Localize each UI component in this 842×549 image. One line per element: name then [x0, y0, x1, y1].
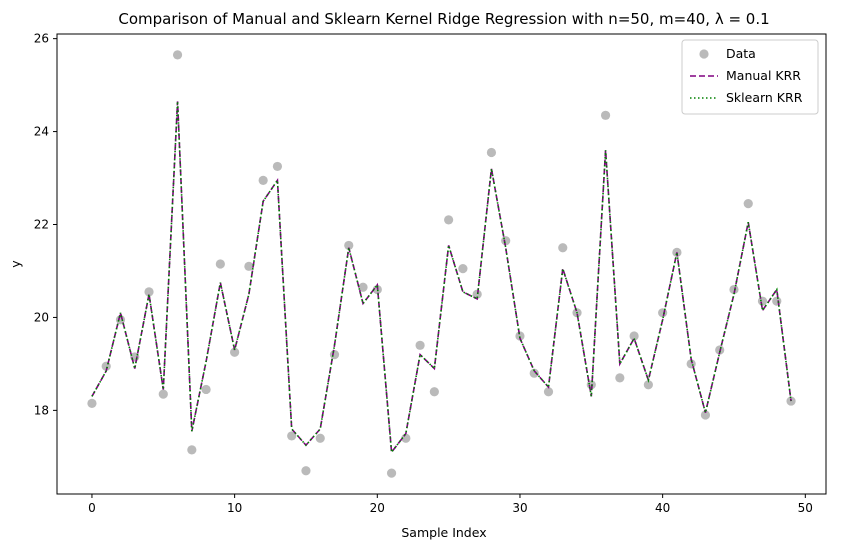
x-axis-label: Sample Index [401, 525, 486, 540]
data-point [600, 110, 611, 120]
x-tick-label: 0 [88, 501, 96, 515]
data-point [329, 350, 340, 360]
y-axis-label: y [8, 260, 23, 268]
data-point [486, 147, 497, 158]
data-point [201, 384, 211, 395]
legend-item: Manual KRR [690, 68, 801, 83]
series-sklearn-krr [91, 101, 792, 455]
y-tick-label: 20 [34, 310, 49, 324]
x-tick-label: 40 [655, 501, 670, 515]
data-point [729, 284, 739, 295]
data-point [230, 347, 240, 357]
legend-item: Sklearn KRR [690, 90, 803, 105]
x-tick-label: 10 [227, 501, 242, 515]
data-point [215, 259, 225, 269]
data-point [643, 380, 653, 390]
y-tick-label: 24 [34, 125, 49, 139]
series-data [87, 50, 796, 478]
data-point [757, 296, 768, 306]
data-point [315, 433, 325, 443]
data-point [344, 240, 354, 251]
series-line [91, 101, 792, 455]
data-point [187, 445, 197, 455]
data-point [244, 261, 254, 271]
legend-label: Data [726, 46, 756, 61]
data-point [615, 373, 625, 383]
data-point [743, 198, 753, 209]
x-tick-label: 30 [512, 501, 527, 515]
data-point [472, 289, 482, 299]
data-point [258, 175, 268, 185]
x-axis: 0 10 20 30 40 50 [88, 494, 813, 515]
x-tick-label: 50 [798, 501, 813, 515]
data-point [87, 398, 97, 408]
data-point [543, 387, 554, 397]
legend-label: Sklearn KRR [726, 90, 803, 105]
legend-box [681, 39, 819, 115]
y-axis: 18 20 22 24 26 [34, 32, 57, 417]
data-point [772, 296, 782, 306]
data-point [629, 331, 639, 341]
y-tick-label: 18 [34, 403, 49, 417]
data-point [386, 468, 397, 478]
series-manual-krr [91, 101, 792, 455]
data-point [658, 308, 668, 318]
data-point [415, 340, 425, 350]
y-tick-label: 26 [34, 32, 49, 46]
data-point [172, 50, 183, 60]
data-point [287, 431, 297, 441]
chart-title: Comparison of Manual and Sklearn Kernel … [118, 10, 769, 28]
legend: Data Manual KRR Sklearn KRR [681, 39, 819, 115]
legend-marker [699, 49, 709, 59]
data-point [558, 243, 568, 253]
data-point [272, 161, 283, 172]
data-point [301, 466, 311, 476]
legend-item: Data [699, 46, 756, 61]
plot-frame [56, 33, 827, 495]
data-point [786, 396, 796, 406]
y-tick-label: 22 [34, 218, 49, 232]
data-point [515, 331, 525, 341]
data-point [700, 410, 711, 420]
plot-area [87, 50, 796, 478]
data-point [444, 215, 454, 225]
data-point [429, 387, 439, 397]
legend-label: Manual KRR [726, 68, 801, 83]
x-tick-label: 20 [370, 501, 385, 515]
data-point [529, 368, 539, 378]
data-point [115, 315, 126, 325]
data-point [358, 282, 368, 292]
data-point [458, 264, 468, 274]
series-line [91, 101, 792, 455]
data-point [144, 287, 154, 297]
data-point [158, 389, 168, 399]
